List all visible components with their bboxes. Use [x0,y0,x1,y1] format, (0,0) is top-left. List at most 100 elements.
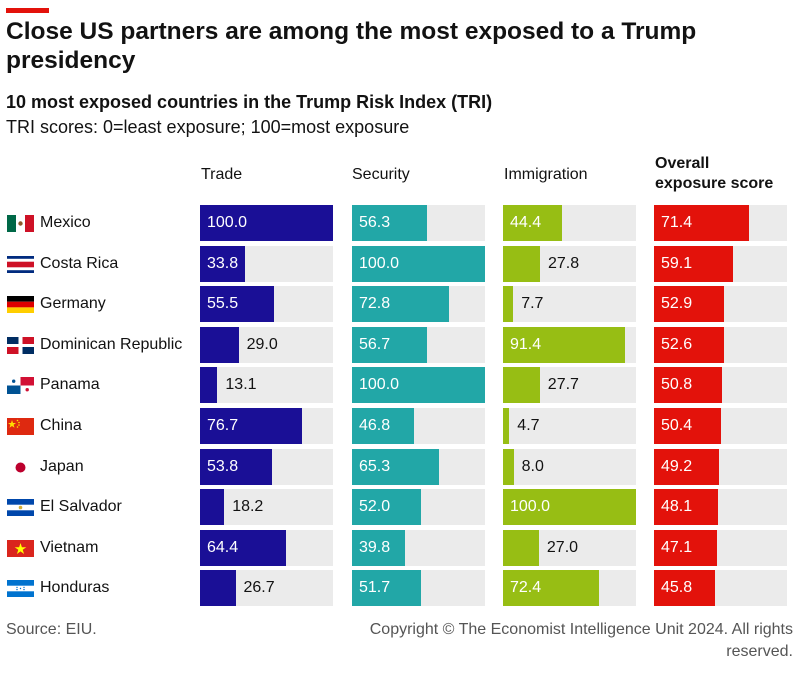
trade-value-label: 76.7 [207,417,239,434]
immigration-bar-track: 4.7 [503,408,636,444]
chart-subtitle: 10 most exposed countries in the Trump R… [6,92,493,112]
trade-bar-track: 18.2 [200,489,333,526]
trade-bar-track: 33.8 [200,245,333,282]
immigration-value-label: 27.0 [546,538,579,556]
immigration-bar [503,570,600,607]
security-bar [352,570,421,607]
security-value-label: 39.8 [359,538,391,556]
security-bar-track: 56.7 [352,326,485,363]
source-note: Source: EIU. [6,621,97,638]
overall-bar [654,286,725,323]
trade-bar-track: 55.5 [200,286,333,323]
country-label: Germany [40,295,106,313]
country-label: China [40,417,82,434]
overall-value-label: 52.6 [661,335,693,353]
immigration-value-label: 91.4 [510,335,542,353]
country-label: Honduras [40,579,110,597]
overall-value-label: 47.1 [661,538,693,556]
security-value-label: 56.7 [359,335,391,353]
trade-bar [200,489,225,526]
trade-value-label: 29.0 [246,335,278,353]
overall-value-label: 45.8 [661,579,693,597]
country-label: Costa Rica [40,254,119,272]
immigration-bar [503,489,636,526]
country-label: Mexico [40,214,91,231]
overall-bar [654,489,718,526]
trade-value-label: 64.4 [207,538,239,556]
immigration-value-label: 8.0 [521,457,544,475]
overall-bar-track: 50.4 [654,408,787,444]
security-bar [352,205,427,241]
overall-bar-track: 59.1 [654,245,787,282]
column-header-trade: Trade [201,166,243,183]
overall-bar-track: 45.8 [654,570,787,607]
immigration-bar [503,205,563,241]
overall-value-label: 50.8 [661,376,693,394]
column-header-overall-line1: Overall [655,155,710,172]
security-bar [352,448,439,485]
trade-bar-track: 13.1 [200,367,333,404]
trade-bar [200,286,274,323]
security-bar [352,286,449,323]
japan-flag-icon [7,458,34,476]
country-label: Vietnam [40,538,99,556]
trade-bar [200,408,302,444]
security-value-label: 72.8 [359,295,391,313]
trade-bar-track: 29.0 [200,326,333,363]
immigration-bar-track: 72.4 [503,570,636,607]
trade-bar [200,245,245,282]
immigration-bar [503,408,510,444]
security-value-label: 51.7 [359,579,391,597]
security-bar-track: 100.0 [352,367,485,404]
trade-bar-track: 53.8 [200,448,333,485]
immigration-bar [503,286,514,323]
overall-bar [654,448,720,485]
overall-bar [654,245,733,282]
security-bar-track: 46.8 [352,408,485,444]
security-bar [352,245,485,282]
overall-bar [654,326,724,363]
dominican-republic-flag-icon [7,336,34,354]
trade-value-label: 18.2 [232,498,264,516]
country-label: Panama [40,376,100,394]
immigration-bar [503,529,539,566]
table-row-vietnam: Vietnam 64.4 39.8 27.0 47.1 [0,529,800,566]
costa-rica-flag-icon [7,255,34,273]
overall-bar-track: 52.9 [654,286,787,323]
column-header-overall-line2: exposure score [655,175,774,192]
germany-flag-icon [7,296,34,314]
immigration-bar-track: 91.4 [503,326,636,363]
trade-bar [200,529,286,566]
security-bar [352,367,485,404]
security-bar [352,408,415,444]
trade-bar [200,570,236,607]
column-header-immigration: Immigration [504,166,588,183]
security-value-label: 100.0 [359,254,400,272]
immigration-bar [503,448,514,485]
vietnam-flag-icon [7,539,34,557]
security-value-label: 56.3 [359,214,391,231]
security-bar-track: 39.8 [352,529,485,566]
country-label: El Salvador [40,498,122,516]
immigration-bar [503,245,540,282]
trade-bar [200,367,218,404]
security-value-label: 52.0 [359,498,391,516]
mexico-flag-icon [7,215,34,232]
overall-value-label: 71.4 [661,214,693,231]
immigration-value-label: 44.4 [510,214,542,231]
trade-value-label: 55.5 [207,295,239,313]
honduras-flag-icon [7,580,34,598]
immigration-value-label: 27.7 [547,376,579,394]
trade-value-label: 13.1 [225,376,257,394]
immigration-bar [503,326,625,363]
immigration-bar-track: 27.8 [503,245,636,282]
table-row-japan: Japan 53.8 65.3 8.0 49.2 [0,448,800,485]
country-label: Japan [40,457,84,475]
trade-value-label: 100.0 [207,214,248,231]
trade-value-label: 53.8 [207,457,239,475]
security-bar-track: 56.3 [352,205,485,241]
security-bar [352,489,422,526]
copyright-note: Copyright © The Economist Intelligence U… [370,619,793,663]
table-row-china: China 76.7 46.8 4.7 50.4 [0,408,800,444]
copyright-line-2: reserved. [726,643,793,660]
